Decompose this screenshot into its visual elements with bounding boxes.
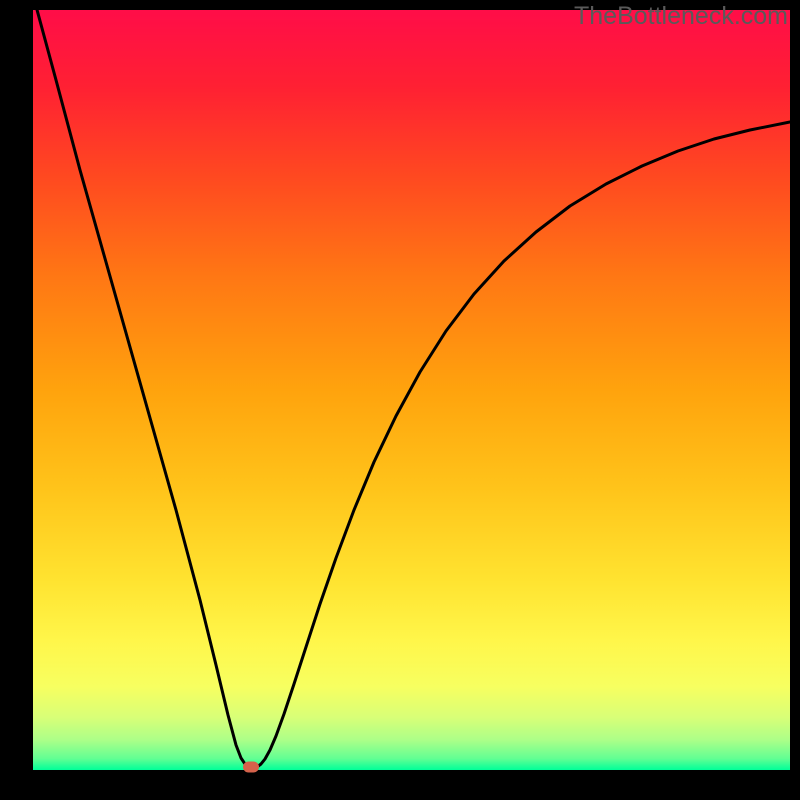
watermark-text: TheBottleneck.com (574, 2, 788, 31)
curve-layer (33, 10, 790, 770)
bottleneck-curve (33, 10, 790, 768)
chart-frame: TheBottleneck.com (0, 0, 800, 800)
min-point-marker (243, 762, 259, 773)
plot-area (33, 10, 790, 770)
